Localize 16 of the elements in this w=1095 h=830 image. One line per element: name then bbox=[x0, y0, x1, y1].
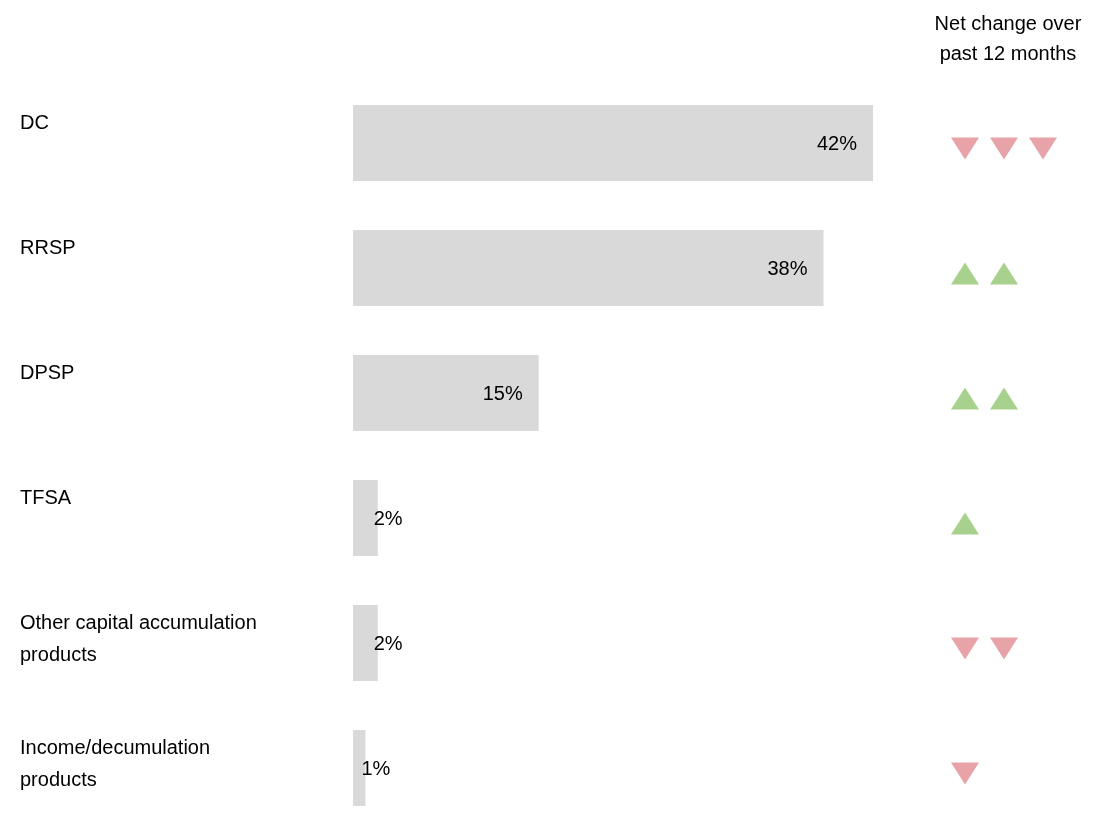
y-tick-label: DC bbox=[20, 110, 49, 133]
y-tick-label: Income/decumulation products bbox=[20, 735, 211, 790]
text: Net change over past 12 months bbox=[933, 11, 1083, 66]
data-label: 15% bbox=[482, 382, 523, 404]
data-label: 1% bbox=[361, 757, 391, 779]
y-tick-label: TFSA bbox=[20, 485, 72, 508]
data-label: 2% bbox=[373, 632, 403, 654]
data-label: 38% bbox=[767, 257, 808, 279]
bar bbox=[353, 230, 824, 306]
bar bbox=[353, 105, 873, 181]
bar bbox=[353, 355, 539, 431]
y-tick-label: DPSP bbox=[20, 360, 75, 383]
data-label: 42% bbox=[816, 132, 858, 154]
data-label: 2% bbox=[373, 507, 403, 529]
y-tick-label: RRSP bbox=[20, 235, 76, 258]
y-tick-label: Other capital accumulation products bbox=[20, 610, 257, 665]
